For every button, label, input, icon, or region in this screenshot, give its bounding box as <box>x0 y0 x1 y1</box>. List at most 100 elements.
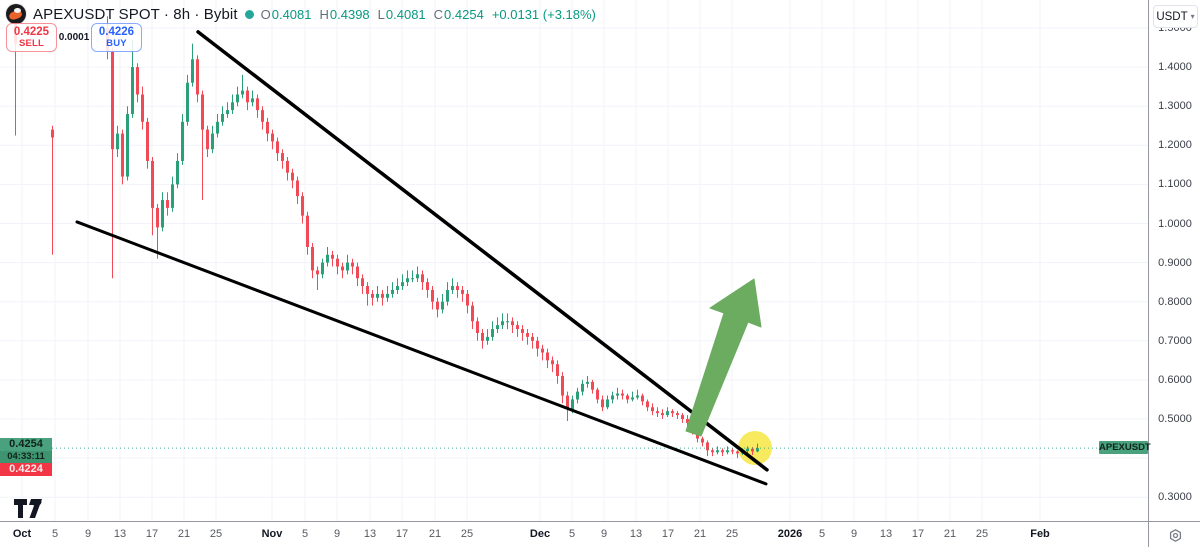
candle-body <box>201 94 204 130</box>
candle-body <box>436 301 439 310</box>
candle-body <box>376 293 379 298</box>
candle-body <box>521 329 524 333</box>
ohlc-item: O0.4081 <box>260 6 312 22</box>
candle-body <box>711 450 714 453</box>
candle-body <box>561 375 564 396</box>
candle-body <box>606 399 609 408</box>
time-tick-label: 9 <box>84 528 92 540</box>
candle-body <box>416 274 419 279</box>
candle-body <box>581 383 584 392</box>
time-tick-label: 21 <box>693 528 707 540</box>
time-tick-label: 17 <box>661 528 675 540</box>
candle-body <box>481 332 484 341</box>
candle-body <box>586 381 589 384</box>
candle-body <box>356 266 359 279</box>
candle-body <box>171 184 174 208</box>
spread-value: 0.0001 <box>58 32 90 43</box>
candle-body <box>341 266 344 271</box>
candle-body <box>386 293 389 298</box>
price-axis[interactable]: 1.5000 1.4000 1.3000 1.2000 1.1000 1.0000 0.90… <box>1148 0 1200 521</box>
time-tick-label: 25 <box>460 528 474 540</box>
candle-body <box>131 67 134 115</box>
candle-body <box>671 411 674 414</box>
candle-body <box>241 90 244 95</box>
buy-button[interactable]: 0.4226 BUY <box>91 23 142 52</box>
candle-body <box>381 293 384 298</box>
candle-body <box>391 289 394 294</box>
candle-body <box>291 172 294 181</box>
candle-body <box>311 246 314 271</box>
candle-body <box>156 207 159 228</box>
gear-icon[interactable] <box>1168 528 1183 543</box>
candle-body <box>526 332 529 337</box>
candle-body <box>676 413 679 416</box>
candle-body <box>641 395 644 402</box>
candle-body <box>361 278 364 287</box>
candle-body <box>536 340 539 349</box>
time-tick-label: Nov <box>261 528 283 540</box>
candle-body <box>506 321 509 323</box>
candlestick-chart-canvas[interactable] <box>0 0 1148 521</box>
candle-body <box>736 451 739 454</box>
candle-body <box>706 442 709 451</box>
time-tick-label: 5 <box>568 528 576 540</box>
candle-body <box>111 51 114 150</box>
time-tick-label: Dec <box>529 528 551 540</box>
candle-body <box>511 321 514 326</box>
candle-body <box>596 389 599 400</box>
time-tick-label: 17 <box>145 528 159 540</box>
candle-body <box>461 289 464 294</box>
ohlc-item: L0.4081 <box>377 6 426 22</box>
candle-body <box>566 395 569 410</box>
candle-body <box>651 407 654 412</box>
sell-price: 0.4225 <box>13 26 50 39</box>
candle-body <box>666 411 669 416</box>
axis-settings-corner[interactable] <box>1148 521 1200 547</box>
candle-body <box>186 82 189 122</box>
candle-body <box>621 393 624 396</box>
candle-body <box>626 395 629 400</box>
candle-body <box>181 121 184 161</box>
currency-dropdown[interactable]: USDT ▾ <box>1153 5 1198 28</box>
buy-label: BUY <box>106 37 127 49</box>
chart-area[interactable] <box>0 0 1148 521</box>
candle-body <box>556 364 559 376</box>
time-tick-label: 9 <box>333 528 341 540</box>
candle-body <box>246 90 249 103</box>
candle-body <box>551 360 554 365</box>
candle-body <box>401 282 404 287</box>
candle-body <box>721 450 724 453</box>
currency-label: USDT <box>1156 10 1188 23</box>
market-status-dot-icon[interactable] <box>244 9 254 19</box>
ohlc-item: C0.4254 <box>433 6 484 22</box>
candle-body <box>216 121 219 134</box>
candle-body <box>226 110 229 115</box>
sell-button[interactable]: 0.4225 SELL <box>6 23 57 52</box>
time-tick-label: 21 <box>943 528 957 540</box>
candle-body <box>121 133 124 177</box>
candle-body <box>431 289 434 302</box>
candle-body <box>176 160 179 185</box>
candle-body <box>51 129 54 138</box>
candle-body <box>346 262 349 271</box>
price-tick-label: 0.8000 <box>1158 295 1192 308</box>
symbol-title[interactable]: APEXUSDT SPOT · 8h · Bybit <box>33 5 238 23</box>
candle-body <box>256 98 259 111</box>
price-tick-label: 0.7000 <box>1158 334 1192 347</box>
candle-body <box>756 448 759 452</box>
time-tick-label: 13 <box>363 528 377 540</box>
candle-body <box>261 110 264 122</box>
time-tick-label: 25 <box>725 528 739 540</box>
candle-body <box>466 293 469 306</box>
tradingview-logo[interactable] <box>14 499 44 518</box>
candle-body <box>366 286 369 294</box>
symbol-price-tag: APEXUSDT <box>1099 441 1151 454</box>
price-tick-label: 0.9000 <box>1158 256 1192 269</box>
time-tick-label: 13 <box>629 528 643 540</box>
chevron-down-icon: ▾ <box>1190 12 1195 21</box>
candle-body <box>231 102 234 111</box>
apex-coin-logo-icon <box>6 4 26 24</box>
price-tick-label: 1.0000 <box>1158 217 1192 230</box>
time-axis[interactable]: Oct 5 9 13 17 21 25 Nov 5 9 13 17 21 25 Dec 5 9 13 17 21 25 2… <box>0 521 1200 547</box>
